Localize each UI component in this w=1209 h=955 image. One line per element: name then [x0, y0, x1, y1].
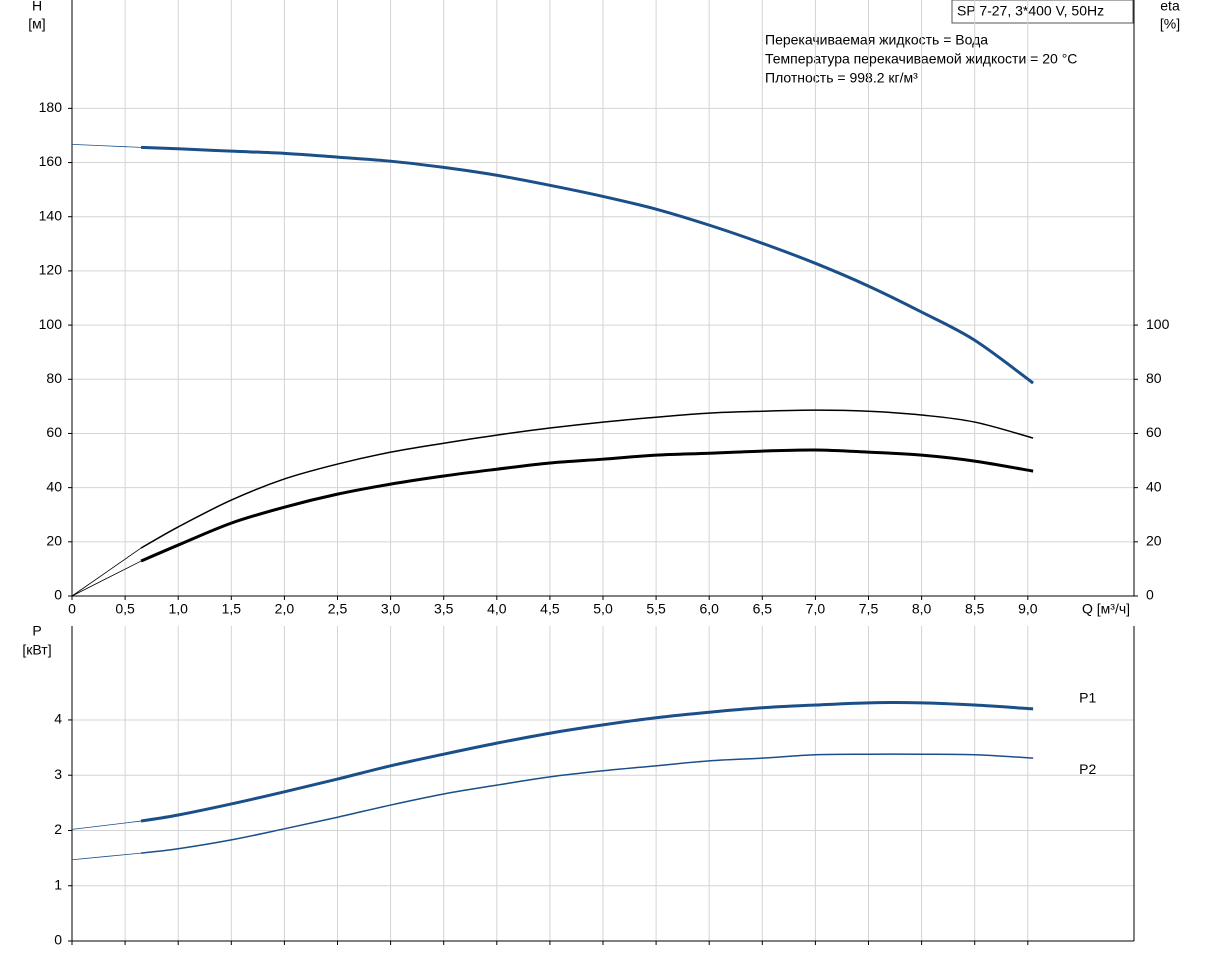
x-tick-label: 6,5: [753, 601, 773, 617]
y-tick-label: 2: [54, 821, 62, 837]
annotation: Перекачиваемая жидкость = Вода: [765, 32, 988, 48]
y-tick-label: 100: [39, 316, 63, 332]
y-unit: [м]: [28, 16, 45, 32]
curve: [71, 143, 142, 148]
series-label: P1: [1079, 690, 1096, 706]
curve: [71, 852, 142, 861]
curve: [140, 409, 1034, 549]
y-tick-label: 20: [46, 533, 62, 549]
curve: [140, 448, 1034, 563]
y-tick-label: 1: [54, 876, 62, 892]
x-tick-label: 0: [68, 601, 76, 617]
y-label: P: [32, 623, 41, 639]
x-tick-label: 7,5: [859, 601, 879, 617]
chart-title: SP 7-27, 3*400 V, 50Hz: [957, 3, 1104, 19]
curve: [71, 820, 142, 830]
y2-label: eta: [1160, 0, 1180, 14]
x-tick-label: 3,0: [381, 601, 401, 617]
curve: [140, 701, 1034, 823]
x-tick-label: 5,0: [593, 601, 613, 617]
y-tick-label: 180: [39, 99, 63, 115]
y-tick-label: 120: [39, 262, 63, 278]
x-tick-label: 4,0: [487, 601, 507, 617]
x-tick-label: 8,5: [965, 601, 985, 617]
x-label: Q [м³/ч]: [1082, 601, 1130, 617]
curve: [140, 753, 1034, 854]
curve: [71, 560, 142, 597]
curve: [140, 145, 1034, 385]
y-tick-label: 60: [46, 424, 62, 440]
y-unit: [кВт]: [22, 642, 51, 658]
y-tick-label: 140: [39, 207, 63, 223]
curve: [71, 547, 142, 597]
y-tick-label: 0: [54, 587, 62, 603]
x-tick-label: 2,0: [275, 601, 295, 617]
x-tick-label: 5,5: [646, 601, 666, 617]
y2-tick-label: 0: [1146, 587, 1154, 603]
y2-tick-label: 80: [1146, 370, 1162, 386]
y2-tick-label: 60: [1146, 424, 1162, 440]
x-tick-label: 0,5: [115, 601, 135, 617]
title-box: [951, 0, 1134, 24]
y-tick-label: 0: [54, 932, 62, 948]
x-tick-label: 1,0: [168, 601, 188, 617]
y2-tick-label: 100: [1146, 316, 1170, 332]
y-tick-label: 80: [46, 370, 62, 386]
annotation: Плотность = 998.2 кг/м³: [765, 70, 918, 86]
x-tick-label: 8,0: [912, 601, 932, 617]
x-tick-label: 6,0: [699, 601, 719, 617]
x-tick-label: 4,5: [540, 601, 560, 617]
y2-unit: [%]: [1160, 16, 1180, 32]
y2-tick-label: 20: [1146, 533, 1162, 549]
y-tick-label: 40: [46, 478, 62, 494]
y-label: H: [32, 0, 42, 14]
y-tick-label: 4: [54, 711, 62, 727]
series-label: P2: [1079, 761, 1096, 777]
x-tick-label: 2,5: [328, 601, 348, 617]
y2-tick-label: 40: [1146, 478, 1162, 494]
x-tick-label: 3,5: [434, 601, 454, 617]
x-tick-label: 1,5: [222, 601, 242, 617]
y-tick-label: 160: [39, 153, 63, 169]
x-tick-label: 7,0: [806, 601, 826, 617]
x-tick-label: 9,0: [1018, 601, 1038, 617]
y-tick-label: 3: [54, 766, 62, 782]
